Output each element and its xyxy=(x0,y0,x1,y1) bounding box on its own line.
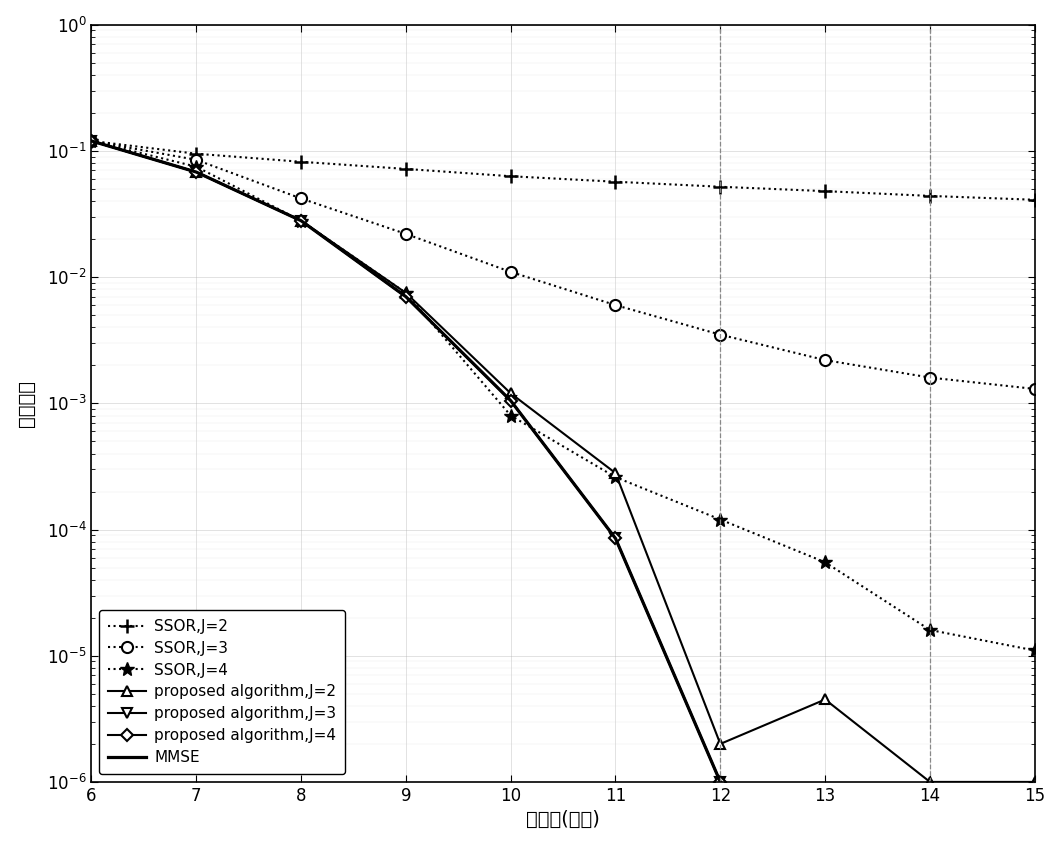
proposed algorithm,J=2 xyxy=(1028,777,1041,787)
SSOR,J=3 xyxy=(714,330,726,340)
Legend: SSOR,J=2, SSOR,J=3, SSOR,J=4, proposed algorithm,J=2, proposed algorithm,J=3, pr: SSOR,J=2, SSOR,J=3, SSOR,J=4, proposed a… xyxy=(99,610,345,774)
X-axis label: 信噪比(分贝): 信噪比(分贝) xyxy=(526,810,600,829)
SSOR,J=4 xyxy=(819,558,832,568)
proposed algorithm,J=2 xyxy=(610,468,622,478)
SSOR,J=2 xyxy=(610,177,622,187)
proposed algorithm,J=2 xyxy=(924,777,937,787)
SSOR,J=4 xyxy=(399,288,412,298)
proposed algorithm,J=3 xyxy=(610,533,622,543)
MMSE xyxy=(85,136,98,146)
Line: proposed algorithm,J=3: proposed algorithm,J=3 xyxy=(86,136,1040,846)
SSOR,J=2 xyxy=(819,186,832,196)
SSOR,J=2 xyxy=(504,171,517,181)
SSOR,J=2 xyxy=(714,182,726,192)
SSOR,J=3 xyxy=(924,372,937,382)
proposed algorithm,J=4 xyxy=(610,533,622,543)
SSOR,J=2 xyxy=(399,164,412,174)
proposed algorithm,J=2 xyxy=(190,167,203,177)
SSOR,J=3 xyxy=(1028,384,1041,394)
SSOR,J=4 xyxy=(294,216,307,226)
proposed algorithm,J=2 xyxy=(85,136,98,146)
proposed algorithm,J=4 xyxy=(190,167,203,177)
SSOR,J=4 xyxy=(504,410,517,420)
proposed algorithm,J=2 xyxy=(714,739,726,749)
SSOR,J=2 xyxy=(924,191,937,201)
SSOR,J=4 xyxy=(714,514,726,525)
SSOR,J=3 xyxy=(610,300,622,310)
SSOR,J=2 xyxy=(294,157,307,167)
proposed algorithm,J=3 xyxy=(294,216,307,226)
SSOR,J=3 xyxy=(190,155,203,165)
proposed algorithm,J=4 xyxy=(294,216,307,226)
Y-axis label: 误比特率: 误比特率 xyxy=(17,380,36,427)
proposed algorithm,J=2 xyxy=(504,388,517,398)
proposed algorithm,J=2 xyxy=(399,288,412,298)
SSOR,J=4 xyxy=(85,136,98,146)
proposed algorithm,J=3 xyxy=(504,396,517,406)
MMSE xyxy=(610,533,622,543)
MMSE xyxy=(504,396,517,406)
proposed algorithm,J=3 xyxy=(190,167,203,177)
Line: proposed algorithm,J=4: proposed algorithm,J=4 xyxy=(87,137,1039,846)
Line: MMSE: MMSE xyxy=(91,141,1034,846)
Line: SSOR,J=2: SSOR,J=2 xyxy=(85,134,1042,206)
SSOR,J=4 xyxy=(1028,645,1041,656)
SSOR,J=4 xyxy=(610,472,622,482)
proposed algorithm,J=2 xyxy=(819,695,832,705)
SSOR,J=2 xyxy=(1028,195,1041,205)
SSOR,J=3 xyxy=(399,228,412,239)
SSOR,J=3 xyxy=(819,355,832,365)
SSOR,J=2 xyxy=(85,136,98,146)
MMSE xyxy=(294,216,307,226)
Line: SSOR,J=4: SSOR,J=4 xyxy=(85,134,1042,657)
proposed algorithm,J=2 xyxy=(294,216,307,226)
SSOR,J=3 xyxy=(294,194,307,204)
proposed algorithm,J=3 xyxy=(714,777,726,787)
SSOR,J=4 xyxy=(190,162,203,172)
proposed algorithm,J=3 xyxy=(399,292,412,302)
proposed algorithm,J=4 xyxy=(504,396,517,406)
MMSE xyxy=(399,292,412,302)
proposed algorithm,J=4 xyxy=(714,777,726,787)
SSOR,J=3 xyxy=(504,266,517,277)
Line: proposed algorithm,J=2: proposed algorithm,J=2 xyxy=(86,136,1040,787)
proposed algorithm,J=4 xyxy=(399,292,412,302)
SSOR,J=4 xyxy=(924,625,937,635)
SSOR,J=3 xyxy=(85,136,98,146)
proposed algorithm,J=3 xyxy=(85,136,98,146)
MMSE xyxy=(190,167,203,177)
proposed algorithm,J=4 xyxy=(85,136,98,146)
MMSE xyxy=(714,777,726,787)
SSOR,J=2 xyxy=(190,149,203,159)
Line: SSOR,J=3: SSOR,J=3 xyxy=(86,135,1041,394)
